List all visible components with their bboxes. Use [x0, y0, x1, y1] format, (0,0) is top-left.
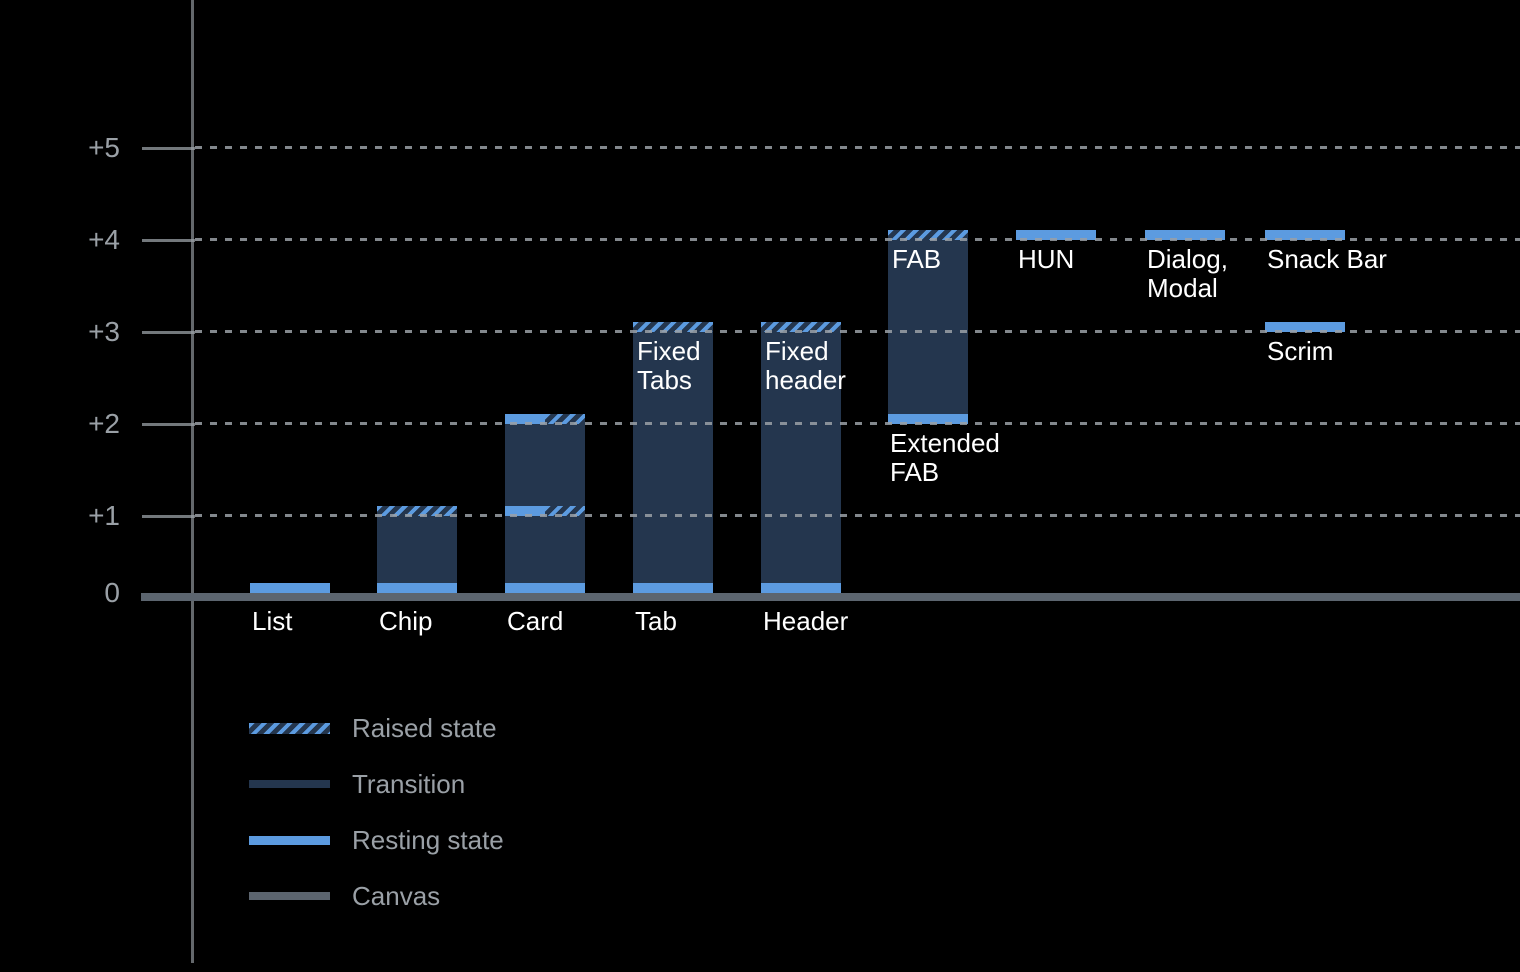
- bar-below-label-extended-fab: Extended: [890, 428, 1000, 458]
- legend-label-transition: Transition: [352, 768, 466, 799]
- gridline-level-5: [195, 146, 1520, 149]
- legend-label-raised: Raised state: [352, 712, 497, 743]
- bar-inner-label-tab: Tabs: [637, 365, 692, 395]
- bar-chip-resting: [377, 583, 457, 593]
- bar-header-raised: [761, 322, 841, 332]
- category-label-card: Card: [507, 606, 564, 636]
- y-tick-label: +4: [88, 224, 120, 255]
- y-tick-label: 0: [104, 577, 120, 608]
- y-tick-mark: [142, 515, 195, 518]
- bar-card-raised: [545, 506, 585, 516]
- legend-swatch-resting-icon: [249, 835, 330, 845]
- y-tick-label: +1: [88, 500, 120, 531]
- bar-tab-transition: [633, 332, 713, 583]
- bar-extended-fab-transition: [888, 240, 968, 414]
- bar-list-resting: [250, 583, 330, 593]
- bar-inner-label-tab: Fixed: [637, 336, 701, 366]
- y-tick-label: +5: [88, 132, 120, 163]
- bar-extended-fab-raised: [888, 230, 968, 240]
- bar-inner-label-header: Fixed: [765, 336, 829, 366]
- bar-card-resting: [505, 414, 545, 424]
- legend-item-resting: Resting state: [249, 812, 504, 868]
- bar-below-label-scrim: Scrim: [1267, 336, 1334, 366]
- bar-header-transition: [761, 332, 841, 583]
- bar-below-label-extended-fab: FAB: [890, 457, 940, 487]
- y-axis-line: [191, 0, 194, 963]
- bar-inner-label-extended-fab: FAB: [892, 244, 942, 274]
- gridline-level-4: [195, 238, 1520, 241]
- legend-swatch-raised-icon: [249, 722, 330, 734]
- legend-label-resting: Resting state: [352, 824, 504, 855]
- bar-extended-fab-resting: [888, 414, 968, 424]
- y-tick-label: +3: [88, 316, 120, 347]
- canvas-baseline: [141, 593, 1520, 601]
- bar-card-resting: [505, 506, 545, 516]
- bar-below-label-dialog-modal: Modal: [1147, 273, 1218, 303]
- bar-below-label-snack-bar: Snack Bar: [1267, 244, 1387, 274]
- y-tick-mark: [142, 331, 195, 334]
- category-label-tab: Tab: [635, 606, 677, 636]
- bar-dialog-modal-resting: [1145, 230, 1225, 240]
- bar-scrim-resting: [1265, 322, 1345, 332]
- bar-card-transition: [505, 424, 585, 506]
- bar-header-resting: [761, 583, 841, 593]
- legend-label-canvas: Canvas: [352, 880, 441, 911]
- y-tick-mark: [142, 423, 195, 426]
- legend-item-raised: Raised state: [249, 700, 504, 756]
- gridline-level-2: [195, 422, 1520, 425]
- gridline-level-1: [195, 514, 1520, 517]
- bar-chip-transition: [377, 516, 457, 583]
- bar-tab-resting: [633, 583, 713, 593]
- legend-item-transition: Transition: [249, 756, 504, 812]
- bar-card-transition: [505, 516, 585, 583]
- legend-item-canvas: Canvas: [249, 868, 504, 924]
- bar-tab-raised: [633, 322, 713, 332]
- category-label-chip: Chip: [379, 606, 433, 636]
- y-tick-label: +2: [88, 408, 120, 439]
- bar-below-label-hun: HUN: [1018, 244, 1075, 274]
- legend-swatch-canvas-icon: [249, 892, 330, 900]
- y-tick-mark: [142, 239, 195, 242]
- category-label-list: List: [252, 606, 293, 636]
- bar-card-raised: [545, 414, 585, 424]
- bar-card-resting: [505, 583, 585, 593]
- bar-hun-resting: [1016, 230, 1096, 240]
- legend-swatch-transition-icon: [249, 780, 330, 788]
- bar-snack-bar-resting: [1265, 230, 1345, 240]
- bar-chip-raised: [377, 506, 457, 516]
- y-tick-mark: [142, 147, 195, 150]
- gridline-level-3: [195, 330, 1520, 333]
- legend: Raised state Transition Resting state Canva…: [249, 700, 504, 924]
- category-label-header: Header: [763, 606, 849, 636]
- bar-below-label-dialog-modal: Dialog,: [1147, 244, 1228, 274]
- bar-inner-label-header: header: [765, 365, 846, 395]
